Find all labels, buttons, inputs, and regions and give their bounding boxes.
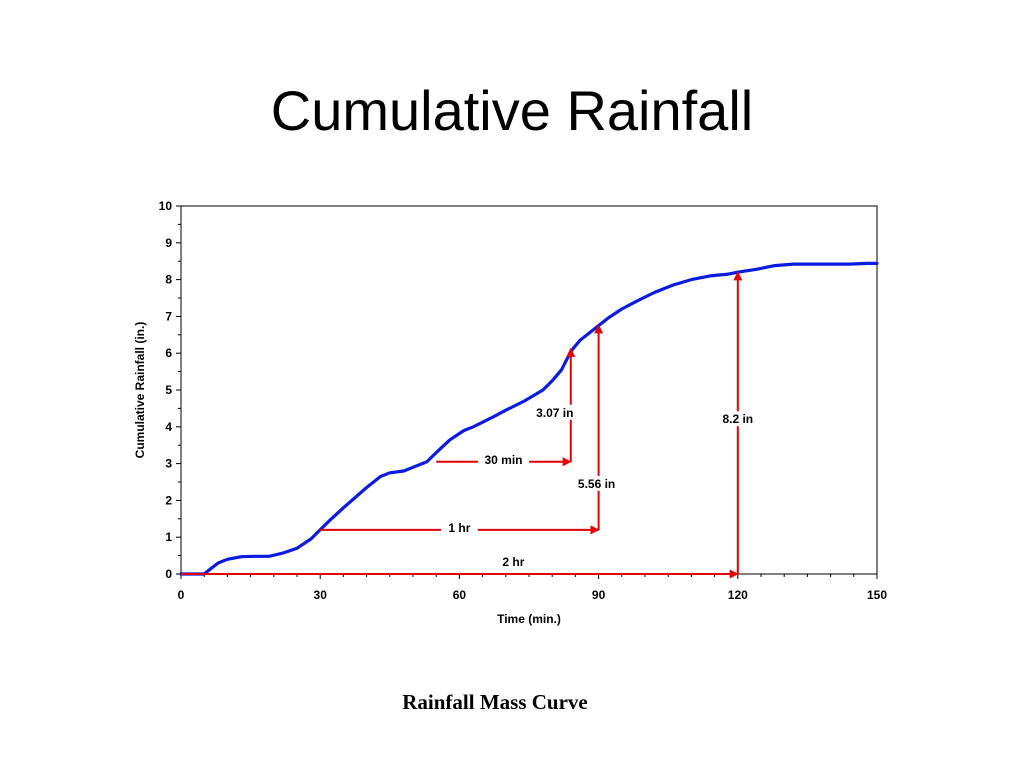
y-axis-title: Cumulative Rainfall (in.) — [133, 322, 147, 459]
y-tick-label: 6 — [165, 346, 172, 360]
annotation-label: 3.07 in — [536, 406, 573, 420]
y-tick-label: 3 — [165, 457, 172, 471]
annotation-label-bg — [441, 519, 478, 535]
x-tick-label: 120 — [728, 588, 748, 602]
y-tick-label: 8 — [165, 273, 172, 287]
annotation-label-bg — [712, 411, 764, 427]
y-tick-label: 2 — [165, 493, 172, 507]
y-tick-label: 0 — [165, 567, 172, 581]
annotation-label: 5.56 in — [578, 477, 615, 491]
annotation-label-bg — [477, 451, 530, 467]
y-tick-label: 1 — [165, 530, 172, 544]
x-tick-label: 90 — [592, 588, 606, 602]
annotation-label: 8.2 in — [722, 412, 753, 426]
y-tick-label: 9 — [165, 236, 172, 250]
annotation-label: 30 min — [484, 453, 522, 467]
slide-title: Cumulative Rainfall — [270, 79, 754, 142]
annotation-label: 1 hr — [448, 521, 470, 535]
y-tick-label: 5 — [165, 383, 172, 397]
y-tick-label: 7 — [165, 309, 172, 323]
annotation-label: 2 hr — [502, 555, 524, 569]
x-tick-label: 150 — [867, 588, 887, 602]
chart-caption: Rainfall Mass Curve — [402, 690, 588, 714]
annotation-label-bg — [567, 475, 626, 491]
x-axis-title: Time (min.) — [497, 612, 561, 626]
x-tick-label: 60 — [453, 588, 467, 602]
x-tick-label: 0 — [178, 588, 185, 602]
y-tick-label: 10 — [159, 199, 173, 213]
x-tick-label: 30 — [314, 588, 328, 602]
plot-frame — [180, 205, 878, 575]
y-tick-label: 4 — [165, 420, 172, 434]
annotation-label-bg — [525, 404, 584, 420]
